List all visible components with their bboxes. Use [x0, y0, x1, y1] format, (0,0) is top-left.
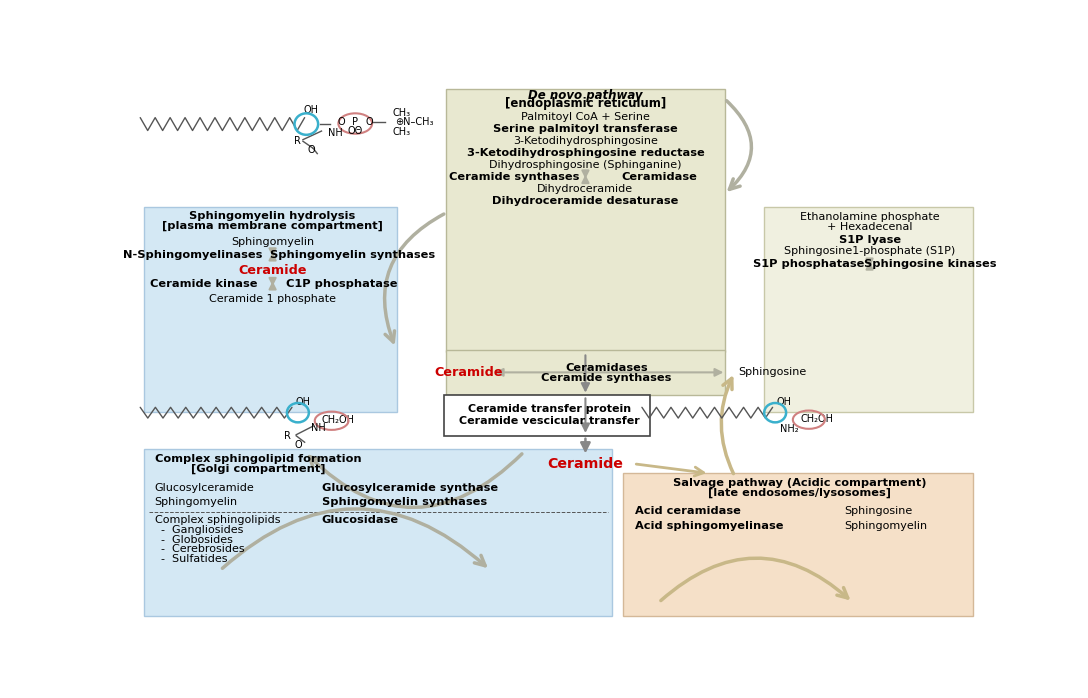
Text: Sphingomyelin synthases: Sphingomyelin synthases — [322, 497, 486, 507]
Text: Sphingomyelin hydrolysis: Sphingomyelin hydrolysis — [189, 211, 356, 221]
FancyBboxPatch shape — [446, 350, 725, 396]
Text: De novo pathway: De novo pathway — [528, 89, 643, 101]
Text: Ethanolamine phosphate: Ethanolamine phosphate — [800, 212, 939, 222]
Text: -  Gangliosides: - Gangliosides — [161, 525, 244, 535]
Text: NH: NH — [329, 128, 343, 138]
Text: R: R — [284, 431, 292, 441]
Text: [Golgi compartment]: [Golgi compartment] — [191, 463, 325, 474]
Text: Sphingomyelin: Sphingomyelin — [844, 521, 927, 530]
Text: Complex sphingolipids: Complex sphingolipids — [154, 514, 280, 525]
Text: C1P phosphatase: C1P phosphatase — [286, 279, 397, 289]
Text: -  Sulfatides: - Sulfatides — [161, 554, 227, 564]
Text: Ceramide 1 phosphate: Ceramide 1 phosphate — [209, 294, 336, 304]
Text: Glucosidase: Glucosidase — [322, 514, 398, 525]
Text: CH₂OH: CH₂OH — [322, 415, 355, 424]
Text: OΘ: OΘ — [347, 126, 363, 136]
Text: [endoplasmic reticulum]: [endoplasmic reticulum] — [505, 97, 666, 110]
Text: Acid ceramidase: Acid ceramidase — [635, 505, 741, 516]
FancyBboxPatch shape — [444, 396, 651, 436]
Text: O: O — [337, 117, 345, 128]
Text: N-Sphingomyelinases: N-Sphingomyelinases — [123, 250, 262, 260]
Text: O: O — [366, 117, 373, 128]
FancyBboxPatch shape — [764, 207, 974, 412]
Text: ⊕N–CH₃: ⊕N–CH₃ — [395, 117, 433, 128]
Text: [late endosomes/lysosomes]: [late endosomes/lysosomes] — [708, 488, 891, 498]
Text: Ceramide vescicular transfer: Ceramide vescicular transfer — [459, 416, 640, 426]
Text: O: O — [308, 145, 316, 155]
Text: Ceramide: Ceramide — [238, 265, 307, 277]
Text: OH: OH — [296, 397, 310, 407]
Text: Sphingomyelin: Sphingomyelin — [154, 497, 237, 507]
Text: S1P phosphatase: S1P phosphatase — [753, 260, 865, 269]
Text: Ceramide kinase: Ceramide kinase — [150, 279, 257, 289]
Text: Dihydroceramide: Dihydroceramide — [537, 184, 633, 193]
Text: Ceramide: Ceramide — [547, 456, 623, 470]
Text: Ceramide synthases: Ceramide synthases — [542, 373, 671, 383]
Text: -  Globosides: - Globosides — [161, 535, 233, 544]
FancyBboxPatch shape — [145, 450, 613, 616]
Text: + Hexadecenal: + Hexadecenal — [827, 222, 913, 232]
Text: -  Cerebrosides: - Cerebrosides — [161, 544, 245, 554]
Text: CH₃: CH₃ — [393, 107, 410, 118]
FancyBboxPatch shape — [145, 207, 397, 412]
Text: NH₂: NH₂ — [780, 424, 799, 434]
Text: Serine palmitoyl transferase: Serine palmitoyl transferase — [493, 124, 678, 134]
Text: P: P — [353, 117, 358, 128]
Text: Acid sphingomyelinase: Acid sphingomyelinase — [635, 521, 783, 530]
Text: Palmitoyl CoA + Serine: Palmitoyl CoA + Serine — [521, 112, 650, 122]
Text: Sphingomyelin synthases: Sphingomyelin synthases — [270, 250, 435, 260]
Text: Dihydroceramide desaturase: Dihydroceramide desaturase — [492, 196, 679, 206]
Text: CH₃: CH₃ — [393, 127, 410, 137]
Text: Ceramidase: Ceramidase — [621, 172, 697, 181]
Text: 3-Ketodihydrosphingosine reductase: 3-Ketodihydrosphingosine reductase — [467, 147, 704, 158]
Text: Ceramide synthases: Ceramide synthases — [448, 172, 579, 181]
Text: Ceramide transfer protein: Ceramide transfer protein — [468, 404, 631, 414]
Text: Sphingomyelin: Sphingomyelin — [231, 237, 314, 247]
Text: Salvage pathway (Acidic compartment): Salvage pathway (Acidic compartment) — [672, 477, 926, 488]
Text: S1P lyase: S1P lyase — [839, 235, 901, 244]
Text: Glucosylceramide synthase: Glucosylceramide synthase — [322, 484, 497, 493]
Text: CH₂OH: CH₂OH — [801, 414, 833, 424]
Text: NH: NH — [311, 423, 326, 433]
FancyBboxPatch shape — [623, 473, 974, 616]
Text: Dihydrosphingosine (Sphinganine): Dihydrosphingosine (Sphinganine) — [490, 160, 682, 170]
Text: 3-Ketodihydrosphingosine: 3-Ketodihydrosphingosine — [512, 135, 658, 146]
Text: Sphingosine1-phosphate (S1P): Sphingosine1-phosphate (S1P) — [784, 246, 955, 256]
FancyBboxPatch shape — [446, 89, 725, 352]
Text: R: R — [295, 136, 301, 147]
Text: Complex sphingolipid formation: Complex sphingolipid formation — [154, 454, 361, 464]
Text: OH: OH — [776, 397, 791, 407]
Text: Ceramide: Ceramide — [435, 366, 504, 379]
Text: O: O — [295, 440, 302, 450]
Text: [plasma membrane compartment]: [plasma membrane compartment] — [162, 221, 383, 231]
Text: Ceramidases: Ceramidases — [565, 362, 647, 373]
Text: Sphingosine: Sphingosine — [738, 367, 806, 378]
Text: OH: OH — [304, 105, 319, 114]
Text: Sphingosine: Sphingosine — [844, 505, 913, 516]
Text: Sphingosine kinases: Sphingosine kinases — [864, 260, 997, 269]
Text: Glucosylceramide: Glucosylceramide — [154, 484, 255, 493]
